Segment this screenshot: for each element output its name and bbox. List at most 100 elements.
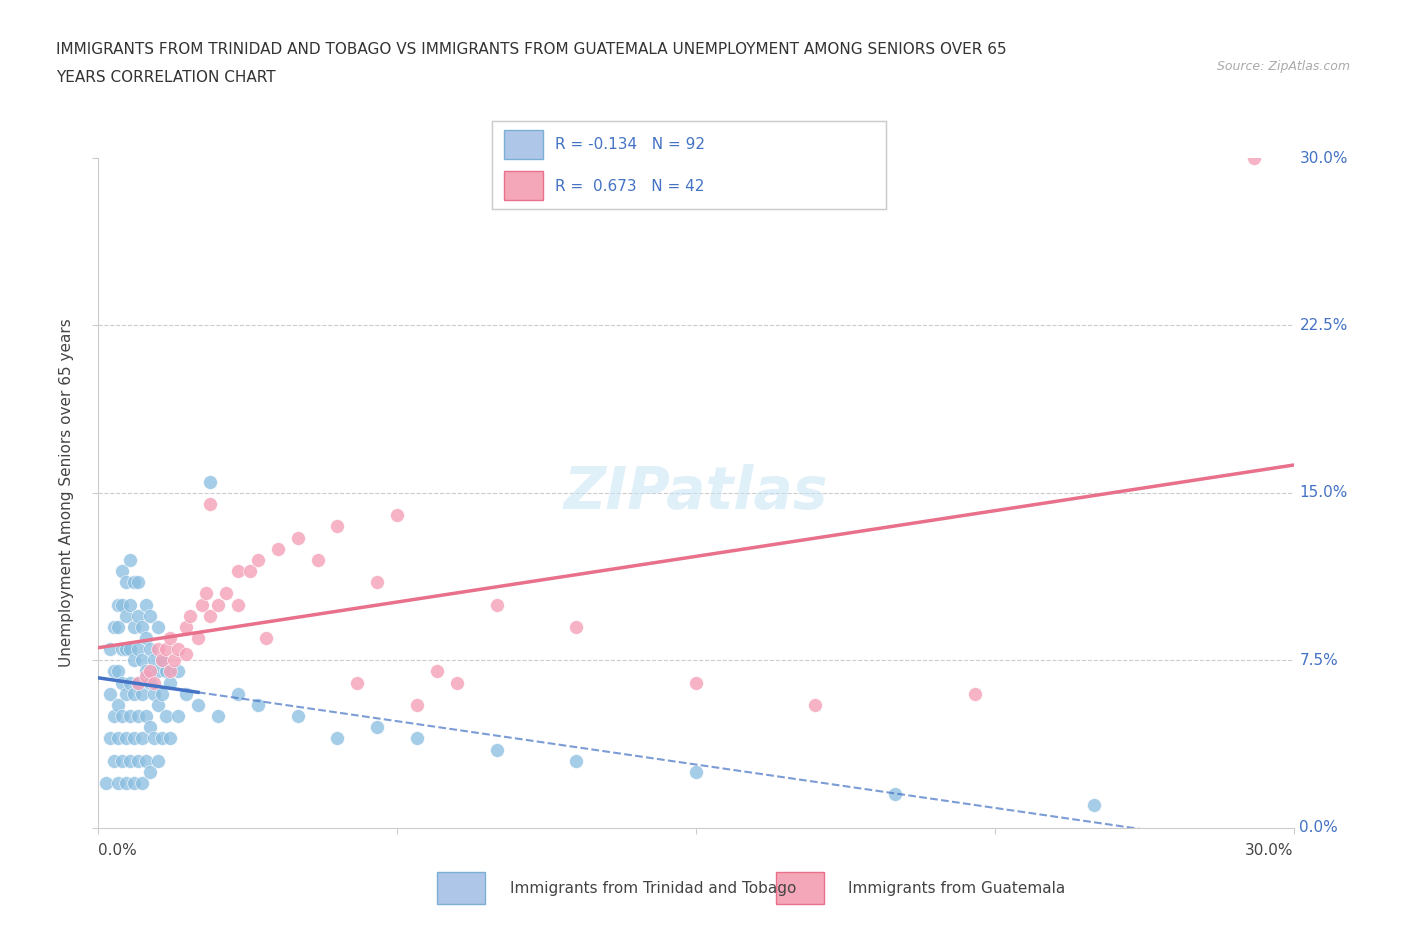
Point <box>135 709 157 724</box>
Point <box>326 731 349 746</box>
Point <box>131 731 153 746</box>
Point <box>239 564 262 578</box>
Text: Immigrants from Trinidad and Tobago: Immigrants from Trinidad and Tobago <box>509 881 796 896</box>
Text: R =  0.673   N = 42: R = 0.673 N = 42 <box>555 179 704 193</box>
Point <box>120 675 142 690</box>
Point <box>131 776 153 790</box>
Point <box>159 675 181 690</box>
Point <box>179 608 201 623</box>
Point <box>155 709 177 724</box>
Point <box>215 586 238 601</box>
Point <box>148 698 170 712</box>
Point <box>194 586 218 601</box>
Point <box>120 642 142 657</box>
Text: YEARS CORRELATION CHART: YEARS CORRELATION CHART <box>56 70 276 85</box>
Point <box>124 686 146 701</box>
Point <box>167 642 190 657</box>
Point <box>111 753 134 768</box>
Point <box>107 597 129 612</box>
Point <box>111 709 134 724</box>
Point <box>103 619 125 634</box>
Point <box>150 653 173 668</box>
Point <box>139 675 162 690</box>
Point <box>120 753 142 768</box>
Point <box>148 642 170 657</box>
Point <box>207 597 229 612</box>
Point <box>107 664 129 679</box>
Point <box>426 664 449 679</box>
Point <box>163 653 186 668</box>
Text: 0.0%: 0.0% <box>98 843 138 857</box>
Point <box>131 653 153 668</box>
Point <box>155 642 177 657</box>
Point <box>148 664 170 679</box>
Point <box>366 720 388 735</box>
Text: 22.5%: 22.5% <box>1299 318 1348 333</box>
Point <box>963 686 986 701</box>
Point <box>198 608 221 623</box>
Point <box>287 530 309 545</box>
Point <box>120 597 142 612</box>
Point <box>111 564 134 578</box>
Point <box>174 646 197 661</box>
Point <box>124 776 146 790</box>
Point <box>127 608 149 623</box>
Point <box>115 686 138 701</box>
Point <box>139 608 162 623</box>
Point <box>148 619 170 634</box>
Point <box>107 619 129 634</box>
Point <box>191 597 214 612</box>
Point <box>1243 151 1265 166</box>
Point <box>120 709 142 724</box>
Point <box>115 575 138 590</box>
Point <box>804 698 827 712</box>
Point <box>127 675 149 690</box>
Point <box>98 686 122 701</box>
Point <box>124 653 146 668</box>
Point <box>120 552 142 567</box>
Point <box>187 698 209 712</box>
Point <box>139 642 162 657</box>
Point <box>103 753 125 768</box>
Point <box>159 731 181 746</box>
Point <box>198 497 221 512</box>
Point <box>385 508 409 523</box>
Point <box>131 619 153 634</box>
Point <box>159 631 181 645</box>
Point <box>167 709 190 724</box>
Point <box>143 731 166 746</box>
Point <box>135 597 157 612</box>
Point <box>107 698 129 712</box>
Text: IMMIGRANTS FROM TRINIDAD AND TOBAGO VS IMMIGRANTS FROM GUATEMALA UNEMPLOYMENT AM: IMMIGRANTS FROM TRINIDAD AND TOBAGO VS I… <box>56 42 1007 57</box>
Point <box>254 631 277 645</box>
Point <box>884 787 907 802</box>
Point <box>406 698 429 712</box>
Point <box>287 709 309 724</box>
Point <box>174 619 197 634</box>
Point <box>207 709 229 724</box>
Point <box>127 753 149 768</box>
Point <box>127 675 149 690</box>
Point <box>98 642 122 657</box>
Point <box>127 575 149 590</box>
Text: 7.5%: 7.5% <box>1299 653 1339 668</box>
Point <box>124 731 146 746</box>
Point <box>139 664 162 679</box>
Bar <box>776 872 824 904</box>
Point <box>107 731 129 746</box>
Point <box>246 698 269 712</box>
Point <box>246 552 269 567</box>
Point <box>226 597 249 612</box>
Point <box>366 575 388 590</box>
Text: 15.0%: 15.0% <box>1299 485 1348 500</box>
Point <box>115 731 138 746</box>
Point <box>111 642 134 657</box>
Point <box>143 686 166 701</box>
Text: 30.0%: 30.0% <box>1299 151 1348 166</box>
Point <box>307 552 329 567</box>
Point <box>139 764 162 779</box>
Point <box>226 686 249 701</box>
Point <box>148 753 170 768</box>
Point <box>131 686 153 701</box>
Point <box>143 675 166 690</box>
